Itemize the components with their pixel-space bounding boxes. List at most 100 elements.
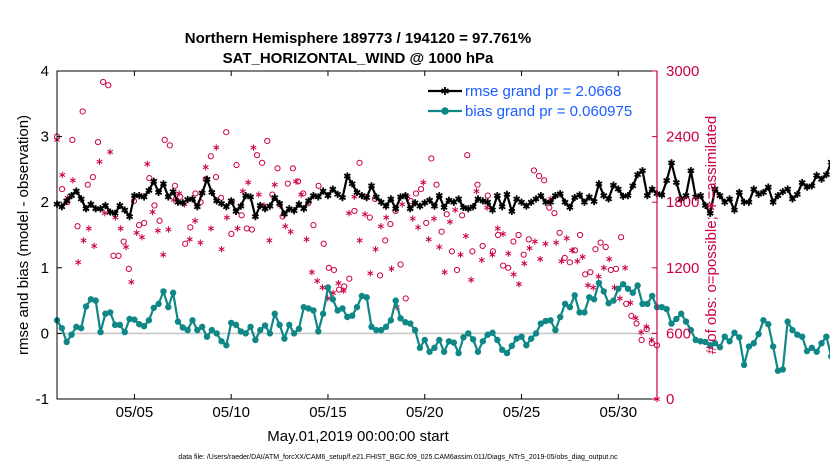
rmse-point [808,182,816,190]
rmse-point [309,192,318,200]
assimilated-obs-point [515,281,522,288]
legend: rmse grand pr = 2.0668 bias grand pr = 0… [423,79,649,123]
assimilated-obs-point [462,232,469,240]
bias-point [736,334,743,341]
possible-obs-point [551,210,558,217]
rmse-point [198,189,206,197]
assimilated-obs-point [250,144,257,151]
assimilated-obs-point [85,225,92,232]
possible-obs-point [418,185,425,193]
bias-point [619,281,627,288]
bias-point [242,330,249,337]
rmse-point [319,187,327,195]
bias-point [595,279,603,287]
rmse-point [498,203,506,211]
rmse-point [759,188,768,196]
bias-point [677,310,685,317]
assimilated-obs-point [117,225,124,232]
rmse-point [338,194,347,202]
possible-obs-point [351,207,358,215]
bias-point [740,361,748,369]
x-tick-label: 05/15 [309,404,347,421]
rmse-point [745,198,753,206]
possible-obs-point [141,219,148,227]
bias-point [765,321,772,328]
rmse-point [348,180,356,188]
bias-point [348,312,356,319]
rmse-point [300,205,308,213]
bias-point [82,303,90,310]
rmse-point [813,171,821,179]
bias-point [329,296,337,303]
possible-obs-point [253,152,261,159]
rmse-point [696,192,705,200]
bias-point [140,322,148,330]
assimilated-obs-point [499,230,507,238]
rmse-point [546,198,555,206]
assimilated-obs-point [207,225,215,232]
assimilated-obs-point [80,237,87,244]
bias-point [731,329,738,336]
assimilated-obs-point [144,160,151,168]
assimilated-obs-point [239,188,246,195]
x-tick-label: 05/05 [116,404,154,421]
bias-point [789,326,796,334]
possible-obs-point [530,167,538,174]
x-axis-label: May.01,2019 00:00:00 start [267,428,449,445]
bias-point [145,317,153,324]
assimilated-obs-point [627,299,634,306]
assimilated-obs-point [452,206,459,214]
rmse-point [77,195,85,203]
rmse-point [222,203,230,211]
assimilated-obs-point [367,270,374,277]
assimilated-obs-point [202,164,209,171]
bias-point [402,319,409,326]
bias-point [310,307,317,314]
possible-obs-point [459,212,466,219]
possible-obs-point [382,237,389,244]
x-tick-label: 05/20 [406,404,444,421]
assimilated-obs-point [75,259,82,266]
assimilated-obs-point [234,225,241,232]
bias-point [721,333,728,340]
possible-obs-point [84,181,91,188]
bias-point [484,331,491,338]
rmse-point [522,202,530,210]
possible-obs-point [69,136,76,143]
rmse-point [803,183,811,191]
plot-area [57,71,657,399]
assimilated-obs-point [287,228,294,235]
bias-point [247,323,254,331]
rmse-point [126,213,134,221]
assimilated-obs-point [192,217,199,224]
bias-point [319,310,327,317]
rmse-point [295,200,303,208]
bias-point [823,333,830,340]
possible-obs-point [74,223,81,230]
assimilated-obs-point [478,256,485,264]
rmse-point [503,190,511,198]
rmse-point [488,206,497,214]
rmse-point [638,167,647,175]
assimilated-obs-point [377,223,384,230]
possible-obs-point [505,264,512,271]
bias-point [97,328,104,336]
rmse-point [576,191,584,199]
rmse-point [788,195,797,203]
assimilated-obs-point [622,264,629,271]
possible-obs-point [576,231,584,239]
possible-obs-point [346,275,353,282]
bias-point [121,328,128,336]
possible-obs-point [387,220,394,228]
possible-obs-point [79,108,86,115]
y-tick-label: -1 [36,391,49,408]
rmse-point [827,159,830,165]
assimilated-obs-point [584,282,591,289]
rmse-point [237,202,245,210]
rmse-point [706,209,714,217]
bias-point [634,282,641,289]
bias-point [155,300,162,308]
bias-point [668,320,675,327]
rmse-point [193,203,201,211]
assimilated-obs-point [372,246,379,253]
